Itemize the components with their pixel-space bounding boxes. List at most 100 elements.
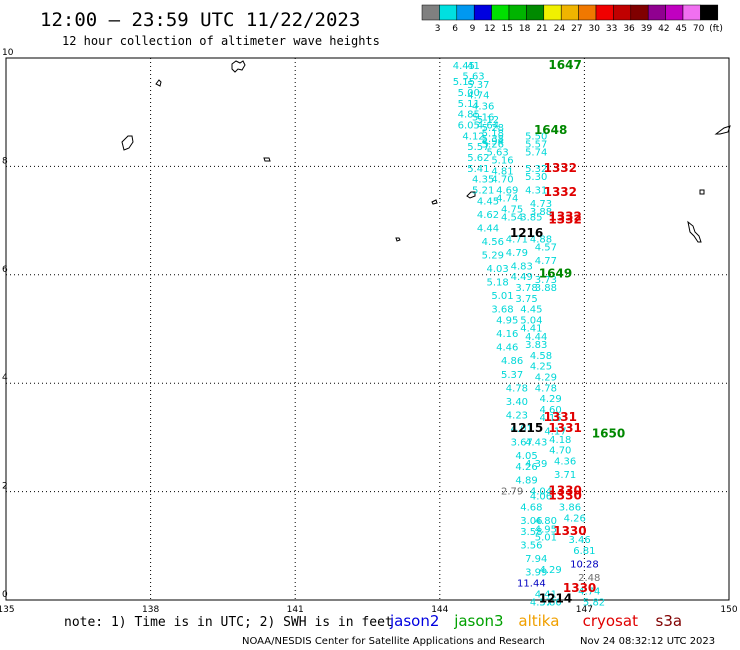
x-tick-label: 144 [431, 605, 448, 615]
wave-height-value: 5.41 [467, 164, 489, 175]
colorbar-label: 45 [676, 24, 687, 34]
wave-height-value: 4.45 [453, 61, 475, 72]
wave-height-value: 4.94 [482, 137, 504, 148]
credit-organization: NOAA/NESDIS Center for Satellite Applica… [242, 636, 545, 647]
wave-height-value: 4.62 [477, 210, 499, 221]
wave-height-value: 5.50 [525, 131, 547, 142]
wave-height-value: 4.23 [506, 410, 528, 421]
wave-height-value: 4.71 [506, 234, 528, 245]
wave-height-value: 4.12 [462, 131, 484, 142]
wave-height-value: 4.45 [477, 196, 499, 207]
wave-height-value: 3.73 [535, 275, 557, 286]
wave-height-value: 5.15 [453, 77, 475, 88]
legend-entry: altika [518, 612, 559, 630]
wave-height-value: 4.36 [472, 101, 494, 112]
wave-height-value: 4.36 [554, 457, 576, 468]
colorbar-swatch [700, 4, 719, 21]
wave-height-value: 5.11 [458, 99, 480, 110]
wave-height-value: 4.29 [535, 372, 557, 383]
colorbar-label: 6 [452, 24, 458, 34]
wave-height-value: 4.26 [515, 462, 537, 473]
wave-height-labels: 4.45415.635.155.375.004.745.114.364.855.… [453, 58, 625, 609]
wave-height-value: 4.45 [520, 305, 542, 316]
wave-height-value: 5.01 [491, 291, 513, 302]
wave-height-value: 4.29 [540, 394, 562, 405]
wave-height-value: 4.85 [458, 110, 480, 121]
colorbar-label: 30 [589, 24, 601, 34]
pass-time-label: 1648 [534, 123, 567, 137]
colorbar-swatch [665, 4, 684, 21]
wave-height-value: 4.68 [520, 503, 542, 514]
wave-height-value: 5.37 [501, 370, 523, 381]
colorbar-label: 33 [606, 24, 617, 34]
wave-height-value: 3.68 [491, 305, 513, 316]
wave-height-value: 4.78 [506, 383, 528, 394]
wave-height-value: 3.56 [520, 541, 542, 552]
wave-height-value: 5.26 [482, 139, 504, 150]
wave-height-value: 4.95 [535, 524, 557, 535]
wave-height-value: 4.49 [511, 272, 533, 283]
pass-time-label: 1330 [553, 524, 586, 538]
wave-height-value: 5.37 [467, 80, 489, 91]
chart-title: 12:00 – 23:59 UTC 11/22/2023 [40, 9, 360, 31]
x-tick-label: 135 [0, 605, 15, 615]
colorbar-label: 9 [470, 24, 476, 34]
wave-height-value: 3.67 [511, 438, 533, 449]
colorbar: 3 6 9 12 15 18 21 24 27 30 33 36 39 42 45 70 (ft) [421, 4, 723, 34]
satellite-legend: jason2 jason3 altika cryosat s3a [389, 612, 682, 630]
x-tick-label: 138 [142, 605, 159, 615]
colorbar-label: 15 [502, 24, 513, 34]
wave-height-value: 4.54 [501, 213, 523, 224]
wave-height-value: 5.74 [525, 148, 547, 159]
wave-height-value: 5.38 [482, 134, 504, 145]
wave-height-value: 2.48 [578, 573, 600, 584]
wave-height-value: 4.39 [525, 459, 547, 470]
colorbar-swatch [526, 4, 545, 21]
x-tick-label: 141 [287, 605, 304, 615]
wave-height-value: 4.69 [496, 186, 518, 197]
pass-time-label: 1331 [548, 421, 581, 435]
wave-height-value: 4.01 [511, 424, 533, 435]
wave-height-value: 6.05 [458, 120, 480, 131]
wave-height-value: 4.74 [496, 194, 518, 205]
wave-height-value: 4.57 [530, 597, 552, 608]
legend-entry: jason2 [389, 612, 439, 630]
wave-height-value: 4.75 [501, 204, 523, 215]
pass-time-label: 1647 [548, 58, 581, 72]
credit-timestamp: Nov 24 08:32:12 UTC 2023 [580, 636, 715, 647]
wave-height-value: 4.29 [540, 565, 562, 576]
wave-height-value: 4.80 [535, 516, 557, 527]
colorbar-label: (ft) [709, 24, 723, 34]
wave-height-value: 5.63 [487, 148, 509, 159]
colorbar-swatch [439, 4, 458, 21]
colorbar-label: 39 [641, 24, 653, 34]
colorbar-swatch [647, 4, 666, 21]
wave-height-value: 4.44 [477, 223, 499, 234]
wave-height-value: 3.78 [515, 283, 537, 294]
wave-height-value: 4.35 [472, 175, 494, 186]
wave-height-value: 4.81 [491, 167, 513, 178]
wave-height-value: 3.88 [530, 207, 552, 218]
wave-height-value: 4.18 [549, 435, 571, 446]
colorbar-swatch [630, 4, 649, 21]
wave-height-value: 3.75 [515, 294, 537, 305]
grid-lines [6, 58, 729, 600]
pass-time-label: 1330 [548, 489, 581, 503]
wave-height-value: 4.60 [540, 405, 562, 416]
wave-height-value: 3.40 [506, 397, 528, 408]
wave-height-value: 5.82 [583, 597, 605, 608]
pass-time-label: 1332 [544, 185, 577, 199]
wave-height-value: 4.95 [496, 316, 518, 327]
wave-height-value: 5.29 [482, 251, 504, 262]
wave-height-value: 3.06 [520, 516, 542, 527]
wave-height-value: 4.05 [515, 451, 537, 462]
wave-height-value: 5.01 [535, 532, 557, 543]
wave-height-value: 5.28 [482, 123, 504, 134]
wave-height-value: 11.44 [517, 578, 546, 589]
pass-time-label: 1332 [548, 210, 581, 224]
colorbar-swatch [508, 4, 527, 21]
wave-height-value: 4.73 [530, 199, 552, 210]
wave-height-value: 7.94 [525, 554, 547, 565]
wave-height-value: 4.89 [515, 475, 537, 486]
